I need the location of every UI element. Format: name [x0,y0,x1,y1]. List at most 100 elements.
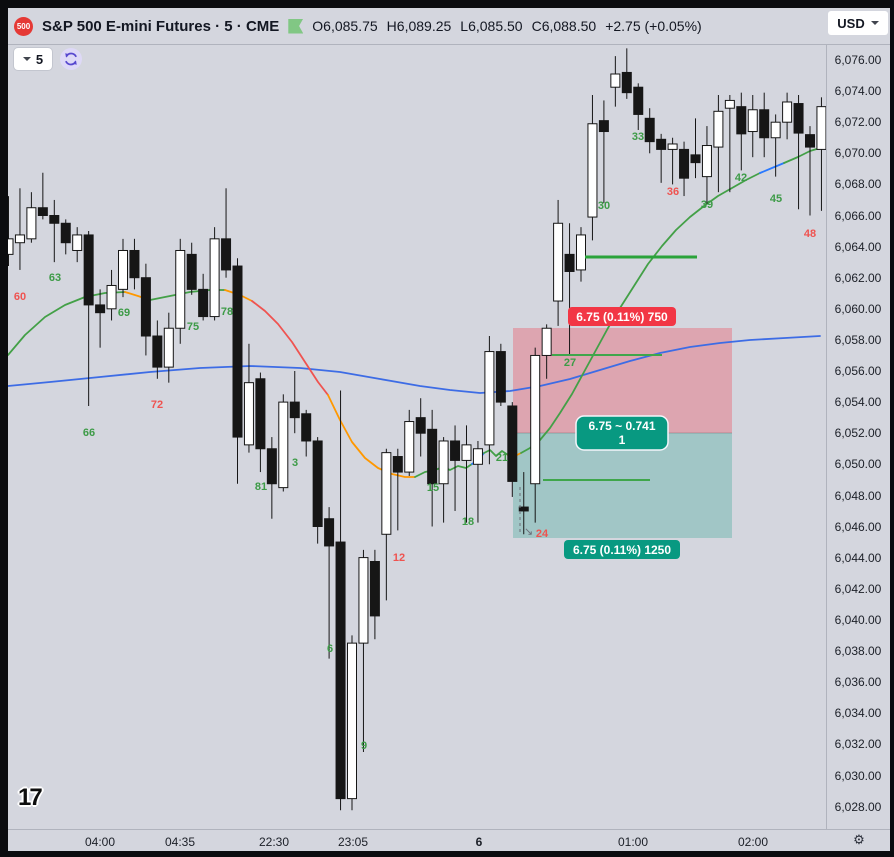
price-tick-label: 6,042.00 [834,582,882,596]
bar-count-label: 33 [632,131,644,143]
bar-count-label: 6 [327,643,333,655]
flag-icon[interactable] [288,18,304,34]
risk-reward-badge-bg [575,415,669,451]
candle-body [610,73,621,88]
bar-count-label: 21 [496,452,508,464]
price-tick-label: 6,068.00 [834,177,882,191]
candle-body [289,401,300,419]
candle-body [152,335,163,368]
price-tick-label: 6,072.00 [834,115,882,129]
chart-header: 500 S&P 500 E-mini Futures · 5 · CME O6,… [8,8,890,45]
candle-body [140,277,151,337]
fast-ma-segment [783,147,821,164]
tradingview-logo[interactable]: 17 [18,784,43,811]
candle-body [690,154,701,164]
bar-count-label: 75 [187,321,199,333]
bar-count-label: 12 [393,552,405,564]
candle-body [8,238,14,255]
price-tick-label: 6,060.00 [834,302,882,316]
replay-sync-button[interactable] [60,48,82,70]
bar-count-label: 24 [536,528,549,540]
currency-selector[interactable]: USD [828,11,888,35]
candle-body [163,327,174,368]
candle-body [724,99,735,109]
candle-body [667,143,678,150]
price-axis[interactable] [826,45,890,829]
candle-body [369,560,380,617]
candle-body [656,138,667,150]
candle-body [347,642,357,800]
price-tick-label: 6,038.00 [834,644,882,658]
candle-body [392,456,403,473]
candle-body [335,541,346,800]
bar-count-label: 3 [292,457,298,469]
time-axis[interactable] [8,829,890,851]
chevron-down-icon [22,57,31,61]
fast-ma-segment [327,394,416,478]
stop-loss-badge-text: 6.75 (0.11%) 750 [576,310,668,324]
bar-count-label: 18 [462,516,474,528]
chart-canvas-bg [8,45,826,829]
fast-ma-segment [8,291,126,356]
candle-body [175,249,186,329]
bar-count-label: 45 [770,193,782,205]
time-tick-label: 22:30 [258,835,290,849]
take-profit-badge[interactable]: 6.75 (0.11%) 1250 [564,540,680,559]
bar-count-label: 78 [221,306,233,318]
candle-body [472,448,483,465]
bar-count-label: 39 [701,199,713,211]
bar-count-label: 63 [49,272,61,284]
candle-body [301,413,312,442]
price-tick-label: 6,064.00 [834,240,882,254]
candle-body [381,452,392,535]
candle-body [679,148,690,179]
candle-body [312,440,323,528]
candle-body [621,71,632,94]
stop-loss-badge[interactable]: 6.75 (0.11%) 750 [568,307,676,326]
candle-body [713,110,724,148]
candle-body [278,401,289,489]
candle-body [37,207,48,217]
candle-body [747,109,758,133]
price-tick-label: 6,058.00 [834,333,882,347]
price-tick-label: 6,062.00 [834,271,882,285]
candle-body [198,288,209,318]
bar-count-labels: 6063666972757881369121518212427303336394… [14,131,816,752]
close-value: C6,088.50 [531,18,597,34]
price-tick-label: 6,074.00 [834,84,882,98]
candle-body [450,440,461,461]
candle-body [14,234,25,244]
risk-reward-badge-text: 6.75 ~ 0.741 1 [588,419,655,447]
bar-count-label: 66 [83,427,95,439]
low-value: L6,085.50 [460,18,523,34]
bar-count-label: 30 [598,200,610,212]
candle-body [461,444,472,461]
candle-body [404,421,415,473]
price-tick-label: 6,030.00 [834,769,882,783]
candle-body [255,378,266,450]
time-tick-label: 6 [475,835,483,849]
price-tick-label: 6,066.00 [834,209,882,223]
stop-loss-badge-bg [568,307,676,326]
axis-settings-button[interactable]: ⚙ [845,831,873,849]
time-tick-label: 04:35 [164,835,196,849]
candle-body [415,417,426,434]
risk-reward-badge[interactable]: 6.75 ~ 0.741 1 [575,415,669,451]
interval-label: 5 [35,51,44,67]
price-chart[interactable]: ↘606366697275788136912151821242730333639… [8,45,826,829]
candle-body [805,134,815,148]
price-tick-label: 6,048.00 [834,489,882,503]
interval-selector[interactable]: 5 [14,48,52,70]
candle-body [793,103,804,134]
bar-count-label: 48 [804,228,816,240]
price-tick-label: 6,034.00 [834,706,882,720]
bar-count-label: 69 [118,307,130,319]
candle-body [438,440,449,485]
fast-ma-segment [759,162,785,174]
candle-body [232,265,243,438]
symbol-title[interactable]: S&P 500 E-mini Futures · 5 · CME [42,17,280,35]
candle-body [507,405,518,482]
price-tick-label: 6,076.00 [834,53,882,67]
candle-body [598,120,609,133]
